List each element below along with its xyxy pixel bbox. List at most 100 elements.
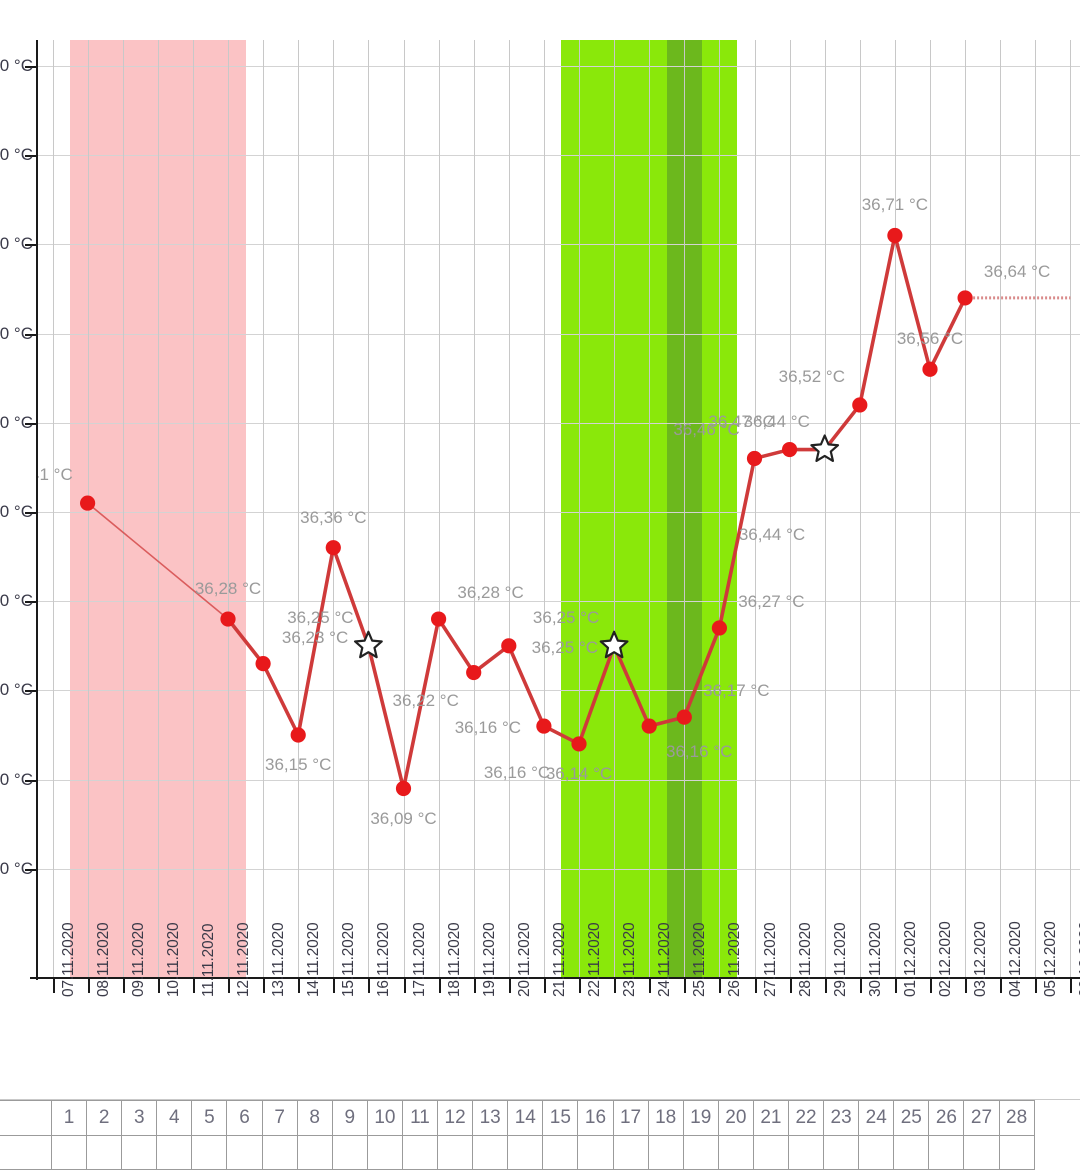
temperature-point-marker[interactable] — [325, 540, 341, 556]
cycle-day-cell[interactable]: 2 — [87, 1100, 123, 1136]
intercourse-star-marker[interactable] — [353, 630, 383, 659]
cycle-day-cell[interactable]: 23 — [824, 1100, 860, 1136]
temperature-point-marker[interactable] — [290, 727, 306, 743]
cycle-note-cell[interactable] — [648, 1136, 684, 1170]
temperature-point-marker[interactable] — [887, 227, 903, 244]
cycle-note-cell[interactable] — [929, 1136, 965, 1170]
cycle-day-cell[interactable]: 25 — [894, 1100, 930, 1136]
cycle-note-cell[interactable] — [402, 1136, 439, 1170]
temperature-point-marker[interactable] — [220, 611, 236, 627]
cycle-day-cell[interactable]: 7 — [262, 1100, 298, 1136]
cycle-day-cell[interactable]: 21 — [753, 1100, 789, 1136]
cycle-note-cell[interactable] — [683, 1136, 719, 1170]
intercourse-star-marker[interactable] — [599, 630, 629, 659]
cycle-note-cell[interactable] — [999, 1136, 1035, 1170]
gridline-horizontal — [37, 690, 1080, 691]
temperature-point-marker[interactable] — [852, 397, 868, 413]
x-axis-tick — [333, 979, 335, 993]
x-axis-date-label: 16.11.2020 — [375, 922, 393, 997]
y-axis-tick-label: 36,50 °C — [0, 412, 33, 432]
cycle-day-cell[interactable] — [0, 1100, 52, 1136]
cycle-note-cell[interactable] — [824, 1136, 860, 1170]
cycle-note-cell[interactable] — [718, 1136, 754, 1170]
cycle-note-cell[interactable] — [894, 1136, 930, 1170]
cycle-day-cell[interactable]: 3 — [122, 1100, 158, 1136]
cycle-note-cell[interactable] — [157, 1136, 193, 1170]
temperature-point-marker[interactable] — [676, 709, 692, 725]
x-axis-date-label: 13.11.2020 — [270, 922, 288, 997]
cycle-day-cell[interactable]: 14 — [508, 1100, 544, 1136]
cycle-note-cell[interactable] — [227, 1136, 263, 1170]
cycle-day-cell[interactable]: 24 — [859, 1100, 895, 1136]
x-axis-tick — [544, 979, 546, 993]
temperature-point-marker[interactable] — [255, 656, 271, 672]
cycle-day-cell[interactable]: 26 — [929, 1100, 965, 1136]
temperature-point-marker[interactable] — [782, 441, 798, 458]
cycle-day-cell[interactable]: 9 — [332, 1100, 368, 1136]
cycle-day-cell[interactable]: 19 — [683, 1100, 719, 1136]
temperature-point-marker[interactable] — [641, 718, 657, 734]
temperature-point-marker[interactable] — [571, 736, 587, 752]
y-axis-tick — [25, 512, 37, 514]
temperature-point-marker[interactable] — [466, 664, 482, 681]
cycle-day-cell[interactable]: 4 — [157, 1100, 193, 1136]
cycle-day-cell[interactable]: 28 — [999, 1100, 1035, 1136]
x-axis-tick — [1000, 979, 1002, 993]
cycle-note-cell[interactable] — [438, 1136, 474, 1170]
temperature-point-marker[interactable] — [957, 290, 973, 306]
x-axis-tick — [298, 979, 300, 993]
cycle-note-cell[interactable] — [192, 1136, 228, 1170]
series-line-segment-initial — [86, 502, 229, 620]
cycle-day-cell[interactable]: 6 — [227, 1100, 263, 1136]
cycle-note-cell[interactable] — [473, 1136, 509, 1170]
cycle-note-cell[interactable] — [508, 1136, 544, 1170]
cycle-note-cell[interactable] — [578, 1136, 614, 1170]
cycle-day-cell[interactable]: 17 — [613, 1100, 649, 1136]
y-axis-tick-label: 36,90 °C — [0, 56, 33, 75]
gridline-vertical — [930, 40, 931, 978]
x-axis-date-label: 21.11.2020 — [550, 922, 568, 997]
cycle-note-row — [0, 1136, 1080, 1170]
gridline-vertical — [965, 40, 966, 978]
temperature-point-marker[interactable] — [431, 611, 447, 627]
cycle-note-cell[interactable] — [964, 1136, 1000, 1170]
cycle-note-cell[interactable] — [297, 1136, 333, 1170]
cycle-note-cell[interactable] — [788, 1136, 825, 1170]
cycle-note-cell[interactable] — [87, 1136, 123, 1170]
cycle-day-cell[interactable]: 1 — [52, 1100, 88, 1136]
cycle-day-cell[interactable]: 20 — [718, 1100, 754, 1136]
intercourse-star-marker[interactable] — [810, 434, 840, 462]
temperature-point-marker[interactable] — [536, 718, 552, 734]
cycle-day-cell[interactable]: 5 — [192, 1100, 228, 1136]
cycle-note-cell[interactable] — [262, 1136, 298, 1170]
cycle-note-cell[interactable] — [122, 1136, 158, 1170]
cycle-note-cell[interactable] — [332, 1136, 368, 1170]
cycle-day-cell[interactable]: 12 — [438, 1100, 474, 1136]
cycle-day-cell[interactable]: 10 — [367, 1100, 403, 1136]
cycle-day-cell[interactable]: 18 — [648, 1100, 684, 1136]
cycle-note-cell[interactable] — [753, 1136, 789, 1170]
cycle-day-cell[interactable]: 8 — [297, 1100, 333, 1136]
cycle-note-cell[interactable] — [613, 1136, 649, 1170]
temperature-point-marker[interactable] — [80, 495, 96, 511]
gridline-vertical — [368, 40, 369, 978]
temperature-point-marker[interactable] — [711, 620, 728, 636]
temperature-point-marker[interactable] — [746, 450, 763, 467]
y-axis-tick — [25, 66, 37, 68]
cycle-day-cell[interactable]: 15 — [543, 1100, 579, 1136]
temperature-point-marker[interactable] — [395, 780, 412, 797]
temperature-point-marker[interactable] — [501, 638, 517, 654]
y-axis-tick — [25, 423, 37, 425]
cycle-note-cell[interactable] — [543, 1136, 579, 1170]
cycle-day-cell[interactable]: 11 — [402, 1100, 439, 1136]
cycle-note-cell[interactable] — [0, 1136, 52, 1170]
cycle-note-cell[interactable] — [52, 1136, 88, 1170]
cycle-day-cell[interactable]: 27 — [964, 1100, 1000, 1136]
cycle-note-cell[interactable] — [859, 1136, 895, 1170]
cycle-day-cell[interactable]: 16 — [578, 1100, 614, 1136]
cycle-day-cell[interactable]: 22 — [788, 1100, 825, 1136]
y-axis-tick — [25, 780, 37, 782]
cycle-day-cell[interactable]: 13 — [473, 1100, 509, 1136]
temperature-point-marker[interactable] — [922, 361, 938, 377]
cycle-note-cell[interactable] — [367, 1136, 403, 1170]
